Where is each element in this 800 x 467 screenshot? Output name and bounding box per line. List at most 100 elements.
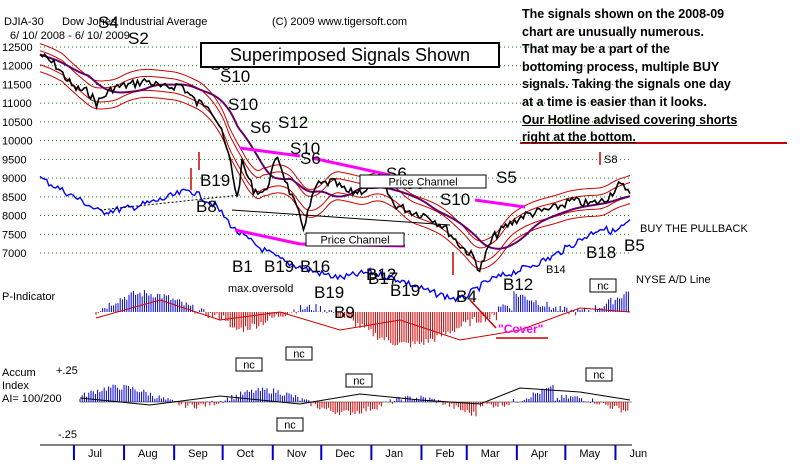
signal-label: B18 <box>586 243 616 262</box>
price-bands <box>39 43 631 270</box>
p-indicator-ma <box>95 299 631 341</box>
signal-label: B5 <box>624 236 645 255</box>
note-line: signals. Taking the signals one day <box>522 77 731 92</box>
y-tick-label: 8500 <box>2 192 26 204</box>
signal-label: B19 <box>390 281 420 300</box>
signal-label: S4 <box>98 13 119 32</box>
nc-label-box <box>345 373 373 388</box>
nc-label: nc <box>243 360 255 372</box>
month-label: Jun <box>629 448 647 460</box>
month-label: Jan <box>385 448 403 460</box>
y-tick-label: 11500 <box>2 79 32 91</box>
signal-label: S6 <box>250 118 271 137</box>
channel-line <box>474 198 526 209</box>
y-tick-label: 7000 <box>2 248 26 260</box>
note-line: chart are unusually numerous. <box>522 24 704 39</box>
nc-label-box <box>589 278 617 293</box>
nc-label: nc <box>597 281 609 293</box>
max-oversold-label: max.oversold <box>228 283 293 295</box>
signal-label: B14 <box>546 264 566 276</box>
month-label: Dec <box>335 448 355 460</box>
hotline-line: right at the bottom. <box>522 130 636 145</box>
channel-line <box>234 228 301 246</box>
hotline-line: Our Hotline advised covering shorts <box>522 112 738 127</box>
note-line: That may be a part of the <box>522 42 670 57</box>
p-indicator-panel: P-Indicator <box>2 290 631 348</box>
price-channel-label: Price Channel <box>388 177 457 189</box>
symbol-label: DJIA-30 <box>4 16 44 28</box>
date-range: 6/ 10/ 2008 - 6/ 10/ 2009 <box>10 30 130 42</box>
signal-label: B19 <box>264 257 294 276</box>
ad-line-label: NYSE A/D Line <box>636 274 711 286</box>
y-tick-label: 9000 <box>2 173 26 185</box>
signal-label: B9 <box>334 303 355 322</box>
note-line: at a time is easier than it looks. <box>522 94 707 109</box>
copyright: (C) 2009 www.tigersoft.com <box>272 16 408 28</box>
month-label: Sep <box>188 448 208 460</box>
y-tick-label: 12000 <box>2 61 33 73</box>
month-label: Oct <box>237 448 254 460</box>
y-tick-label: 8000 <box>2 211 26 223</box>
signal-label: B12 <box>366 265 396 284</box>
cover-pointer <box>469 299 497 329</box>
month-label: Nov <box>287 448 307 460</box>
price-channel-label: Price Channel <box>320 235 389 247</box>
trendline <box>99 194 241 211</box>
signal-label: B16 <box>300 257 330 276</box>
signal-label: S5 <box>496 168 517 187</box>
buy-pullback-label: BUY THE PULLBACK <box>640 223 748 235</box>
month-label: Aug <box>138 448 158 460</box>
signal-label: S6 <box>300 149 321 168</box>
nc-label: nc <box>284 420 296 432</box>
note-line: bottoming process, multiple BUY <box>522 59 720 74</box>
y-tick-label: 7500 <box>2 229 26 241</box>
nc-label-box <box>276 417 304 432</box>
price-channel-label-box <box>305 232 405 247</box>
price-y-axis: 12500 12000 11500 11000 10500 10000 9500 9000 85… <box>2 42 33 260</box>
nc-label-box <box>585 367 613 382</box>
signal-label: S10 <box>220 67 250 86</box>
panel-params: AI= 100/200 <box>2 393 62 405</box>
month-label: Apr <box>531 448 548 460</box>
signal-label: B19 <box>314 283 344 302</box>
y-tick-label: 11000 <box>2 98 32 110</box>
y-tick-label: 10000 <box>2 136 33 148</box>
band-line <box>39 43 631 242</box>
panel-title: Accum <box>2 367 36 379</box>
signal-label: S2 <box>128 29 149 48</box>
accum-ma <box>79 387 631 406</box>
channel-line <box>311 156 391 177</box>
panel-title: Index <box>2 380 29 392</box>
signal-label: S12 <box>278 113 308 132</box>
nc-label: nc <box>353 376 365 388</box>
band-line <box>39 50 631 249</box>
y-tick-label: 12500 <box>2 42 33 54</box>
signal-label: S10 <box>228 95 258 114</box>
month-label: May <box>579 448 600 460</box>
signal-label: B17 <box>368 269 398 288</box>
accum-tick: -.25 <box>58 429 77 441</box>
channel-line <box>239 146 301 158</box>
overlay-title: Superimposed Signals Shown <box>200 42 500 68</box>
nc-label: nc <box>293 349 305 361</box>
signal-label: B8 <box>196 197 217 216</box>
signal-label: B12 <box>503 275 533 294</box>
nc-label-box <box>285 346 313 361</box>
accum-tick: +.25 <box>56 365 78 377</box>
note-line: The signals shown on the 2008-09 <box>522 7 725 21</box>
month-label: Jul <box>88 448 102 460</box>
signal-label: S8 <box>604 154 617 166</box>
index-name: Dow Jones Industrial Average <box>62 16 208 28</box>
ad-line <box>39 175 631 303</box>
signal-label: B19 <box>200 171 230 190</box>
signal-labels: S4S2S8S10S10S6S12S10S6S6S5S5S10S8B19B8B1… <box>98 13 645 322</box>
signal-label: B1 <box>232 257 253 276</box>
nc-label: nc <box>593 370 605 382</box>
y-tick-label: 10500 <box>2 117 33 129</box>
trendline <box>231 209 451 226</box>
month-axis: Jul Aug Sep Oct Nov Dec Jan Feb Mar Apr May Jun <box>40 444 647 460</box>
month-label: Mar <box>481 448 500 460</box>
panel-title: P-Indicator <box>2 291 56 303</box>
